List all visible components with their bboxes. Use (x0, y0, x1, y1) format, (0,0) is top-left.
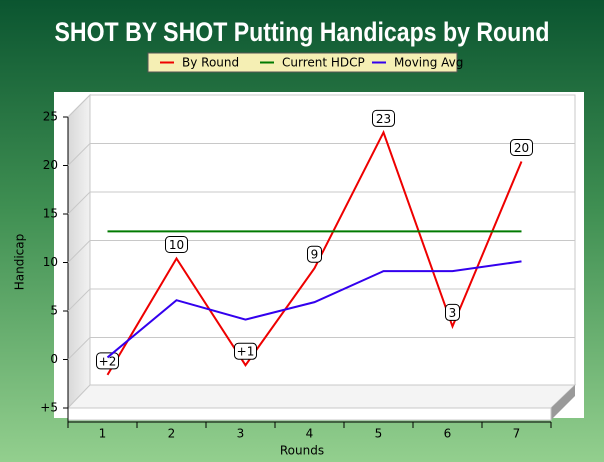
y-tick-label: 25 (43, 110, 58, 124)
x-tick-label: 6 (444, 427, 452, 441)
chart-title: SHOT BY SHOT Putting Handicaps by Round (55, 17, 550, 47)
data-label: 3 (449, 306, 457, 320)
data-label-box (307, 245, 322, 263)
legend-label: Current HDCP (282, 56, 365, 70)
grid-line (67, 143, 91, 166)
series-line (106, 129, 523, 376)
data-label-box (372, 109, 395, 127)
data-label-box (234, 342, 257, 360)
data-label-box (510, 139, 533, 156)
data-label: 10 (169, 238, 184, 252)
y-tick-label: 10 (43, 255, 58, 269)
data-label: 23 (376, 112, 391, 126)
series-line (106, 260, 522, 359)
y-axis-title: Handicap (13, 234, 27, 291)
floor-edge (551, 385, 575, 420)
legend-label: By Round (182, 56, 239, 70)
grid-line (67, 240, 91, 263)
grid-line (67, 288, 91, 312)
legend-label: Moving Avg (394, 56, 463, 70)
y-tick-label: 0 (50, 352, 58, 366)
x-tick-label: 2 (168, 427, 176, 441)
floor-front (67, 407, 552, 421)
x-tick-label: 4 (306, 427, 314, 441)
y-tick-label: 15 (43, 207, 58, 221)
legend (147, 52, 458, 73)
data-label-box (96, 352, 119, 370)
data-label: 20 (514, 141, 529, 155)
data-label-box (165, 236, 188, 253)
y-tick-label: 20 (43, 158, 58, 172)
data-label-box (445, 303, 460, 321)
floor (66, 384, 577, 409)
x-tick-label: 5 (375, 427, 383, 441)
x-tick-label: 3 (237, 427, 245, 441)
y-tick-label: 5 (50, 304, 58, 318)
data-label: 9 (311, 248, 319, 262)
x-axis-title: Rounds (280, 444, 324, 458)
x-tick-label: 1 (99, 427, 107, 441)
x-tick-label: 7 (513, 427, 521, 441)
y-tick-label: +5 (40, 401, 58, 415)
data-label: +1 (237, 345, 255, 359)
grid-line (67, 337, 91, 360)
data-label: +2 (99, 354, 117, 368)
grid-line (67, 94, 91, 118)
grid-line (67, 191, 91, 215)
